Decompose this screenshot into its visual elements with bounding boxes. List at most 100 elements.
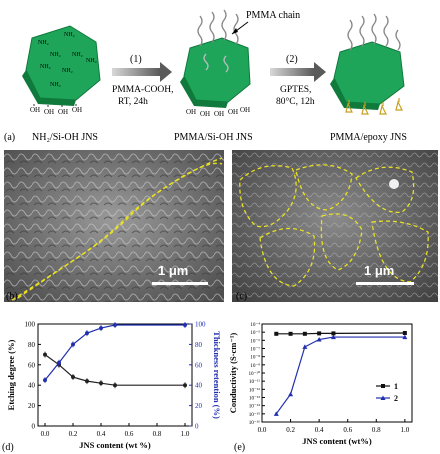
step2-number: (2): [286, 54, 298, 65]
data-point: [71, 342, 75, 347]
series-line-2: [44, 324, 185, 381]
scale-bar-c: 1 μm: [364, 263, 395, 278]
data-point: [113, 383, 117, 388]
product2-caption: PMMA/Si-OH JNS: [174, 132, 253, 143]
data-point: [183, 323, 187, 328]
svg-text:OH: OH: [58, 108, 68, 116]
y-tick-label: 10⁻⁸: [250, 355, 260, 361]
svg-text:OH: OH: [240, 106, 250, 114]
y-axis-title: Etching degree (%): [6, 340, 16, 411]
chart-etching-thickness: 0.0 0.2 0.4 0.6 0.8 1.0 0 20 40 60 80 100 0 20 40 60 80 1…: [2, 321, 222, 454]
product1-caption: NH₂/Si-OH JNS: [32, 132, 98, 143]
x-tick-label: 0.2: [286, 426, 295, 434]
y-tick-label: 10⁻¹¹: [249, 379, 260, 385]
x-tick-label: 0.8: [153, 430, 162, 438]
step1-arrow: [112, 62, 172, 82]
panel-label-e: (e): [234, 442, 245, 453]
data-point: [113, 323, 117, 328]
data-point: [85, 379, 89, 384]
panel-label-b: (b): [6, 291, 18, 302]
data-point: [183, 383, 187, 388]
pmma-chains-2: [197, 9, 239, 73]
svg-text:OH: OH: [186, 108, 196, 116]
step1-reagent: PMMA-COOH,: [112, 85, 174, 95]
x-tick-label: 0.8: [372, 426, 381, 434]
y-tick-label: 10⁻¹³: [249, 396, 260, 402]
data-point: [99, 326, 103, 331]
y-tick-label: 10⁻¹⁶: [249, 420, 260, 426]
data-point: [317, 331, 322, 336]
svg-text:OH: OH: [228, 108, 238, 116]
reaction-scheme: NH₂ NH₂ NH₂ NH₂ NH₂ NH₂ NH₂ NH₂ OH OH OH…: [4, 9, 407, 143]
step1-number: (1): [130, 54, 142, 65]
data-point: [57, 360, 61, 365]
y2-tick-label: 60: [195, 361, 203, 369]
y-tick-label: 10⁻⁹: [250, 363, 260, 369]
y2-tick-label: 40: [195, 382, 203, 390]
svg-text:NH₂: NH₂: [72, 52, 83, 58]
nh2-sioh-sheet: [22, 25, 101, 106]
data-point: [288, 331, 293, 336]
data-point: [274, 331, 279, 336]
series-line-2: [275, 336, 405, 415]
svg-text:NH₂: NH₂: [38, 40, 49, 46]
y2-tick-label: 100: [195, 321, 206, 329]
legend-marker: [380, 395, 386, 400]
chart-conductivity: 0.0 0.2 0.4 0.6 0.8 1.0 10⁻¹⁶ 10⁻¹⁵ 10⁻¹⁴ 10⁻¹³ 10…: [228, 322, 413, 453]
x-tick-label: 0.4: [97, 430, 106, 438]
svg-text:OH: OH: [30, 106, 40, 114]
svg-text:NH₂: NH₂: [50, 82, 61, 88]
svg-text:NH₂: NH₂: [40, 64, 51, 70]
y2-tick-label: 80: [195, 341, 203, 349]
data-point: [330, 334, 336, 340]
data-point: [316, 337, 322, 342]
y-tick-label: 10⁻¹⁰: [248, 371, 260, 377]
y-tick-label: 10⁻⁵: [250, 330, 260, 336]
legend-marker: [381, 384, 385, 388]
sem-image-b: [4, 150, 224, 302]
panel-label-d: (d): [2, 442, 14, 453]
data-point: [402, 334, 408, 340]
y-tick-label: 10⁻¹²: [249, 387, 260, 393]
data-point: [302, 331, 307, 336]
svg-text:OH: OH: [200, 110, 210, 118]
x-tick-label: 0.0: [258, 426, 267, 434]
scale-bar-b: 1 μm: [158, 263, 189, 278]
x-tick-label: 0.6: [343, 426, 352, 434]
plot-frame: [37, 323, 193, 427]
legend-label-1: 1: [394, 382, 398, 391]
pmma-epoxy-sheet: [330, 41, 405, 110]
data-point: [331, 331, 336, 336]
x-axis-title: JNS content (wt %): [79, 440, 151, 450]
y2-axis-title: Thickness retention (%): [212, 331, 222, 419]
x-tick-label: 0.6: [125, 430, 134, 438]
legend-label-2: 2: [394, 394, 398, 403]
svg-text:NH₂: NH₂: [62, 68, 73, 74]
y-tick-label: 100: [25, 321, 36, 329]
series-line-1: [276, 332, 405, 335]
svg-text:NH₂: NH₂: [86, 58, 97, 64]
svg-text:NH₂: NH₂: [50, 52, 61, 58]
data-point: [288, 391, 294, 397]
oh-labels: OH OH OH OH OH OH OH OH OH: [30, 106, 250, 118]
x-tick-label: 0.2: [69, 430, 78, 438]
chain-annotation: PMMA chain: [246, 10, 300, 21]
y2-tick-label: 0: [195, 423, 199, 431]
epoxy-groups: [345, 98, 403, 115]
y-tick-label: 20: [28, 402, 36, 410]
y-tick-label: 10⁻⁴: [250, 322, 260, 328]
y-tick-label: 10⁻¹⁴: [249, 404, 260, 410]
data-point: [99, 381, 103, 386]
svg-text:NH₂: NH₂: [64, 32, 75, 38]
x-tick-label: 0.4: [315, 426, 324, 434]
step2-arrow: [270, 62, 326, 82]
svg-text:OH: OH: [72, 106, 82, 114]
data-point: [71, 375, 75, 380]
pmma-sioh-sheet: [180, 37, 251, 108]
data-point: [85, 331, 89, 336]
svg-text:OH: OH: [44, 108, 54, 116]
data-point: [43, 378, 47, 383]
y-tick-label: 10⁻¹⁵: [249, 412, 260, 418]
data-point: [402, 330, 407, 335]
x-tick-label: 0.0: [41, 430, 50, 438]
